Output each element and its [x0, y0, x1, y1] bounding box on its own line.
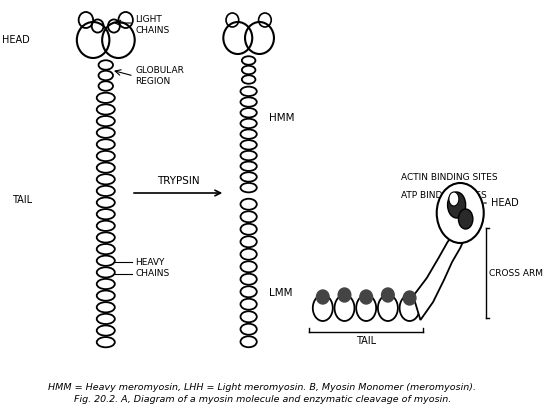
Text: LMM: LMM	[269, 288, 292, 298]
Circle shape	[338, 288, 351, 302]
Text: HEAD: HEAD	[2, 35, 30, 45]
Circle shape	[403, 291, 416, 305]
Text: GLOBULAR
REGION: GLOBULAR REGION	[135, 66, 185, 86]
Text: HMM: HMM	[269, 113, 294, 123]
Circle shape	[382, 288, 394, 302]
Text: CROSS ARM: CROSS ARM	[489, 268, 543, 277]
Text: TAIL: TAIL	[356, 336, 376, 346]
Ellipse shape	[437, 183, 484, 243]
Text: HEAVY
CHAINS: HEAVY CHAINS	[135, 258, 170, 278]
Ellipse shape	[448, 192, 466, 218]
Text: HMM = Heavy meromyosin, LHH = Light meromyosin. B, Myosin Monomer (meromyosin).: HMM = Heavy meromyosin, LHH = Light mero…	[48, 382, 476, 391]
Text: HEAD: HEAD	[491, 198, 519, 208]
Text: ATP BINDING SITES: ATP BINDING SITES	[401, 191, 487, 213]
Circle shape	[317, 290, 329, 304]
Text: Fig. 20.2. A, Diagram of a myosin molecule and enzymatic cleavage of myosin.: Fig. 20.2. A, Diagram of a myosin molecu…	[74, 396, 451, 404]
Text: ACTIN BINDING SITES: ACTIN BINDING SITES	[401, 173, 498, 193]
Ellipse shape	[449, 192, 459, 206]
Circle shape	[360, 290, 372, 304]
Polygon shape	[413, 222, 465, 320]
Text: TRYPSIN: TRYPSIN	[157, 176, 199, 186]
Text: LIGHT
CHAINS: LIGHT CHAINS	[135, 15, 170, 35]
Text: TAIL: TAIL	[13, 195, 33, 205]
Ellipse shape	[459, 209, 473, 229]
